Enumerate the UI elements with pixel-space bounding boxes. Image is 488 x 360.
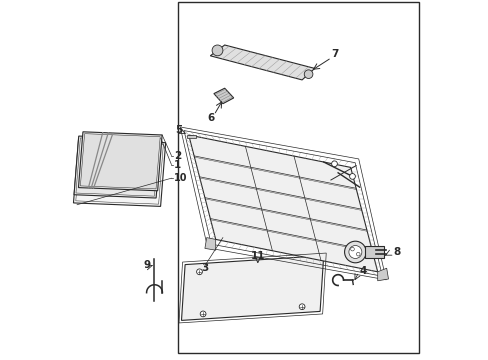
- Bar: [178, 2, 418, 353]
- Polygon shape: [213, 88, 233, 104]
- Text: 8: 8: [392, 247, 400, 257]
- Text: 6: 6: [207, 113, 215, 123]
- Text: 7: 7: [330, 49, 338, 59]
- Circle shape: [331, 161, 337, 167]
- Text: 10: 10: [174, 173, 187, 183]
- Circle shape: [304, 70, 312, 78]
- Circle shape: [212, 45, 223, 56]
- Polygon shape: [377, 268, 387, 281]
- Circle shape: [348, 246, 361, 258]
- Circle shape: [350, 247, 354, 251]
- Text: 3: 3: [201, 263, 208, 273]
- Polygon shape: [78, 132, 162, 191]
- Polygon shape: [186, 135, 195, 138]
- Text: 9: 9: [142, 260, 150, 270]
- Circle shape: [344, 241, 366, 263]
- Polygon shape: [204, 238, 215, 250]
- Text: 2: 2: [174, 150, 181, 161]
- Circle shape: [299, 304, 305, 310]
- Circle shape: [356, 252, 359, 256]
- Polygon shape: [74, 136, 161, 198]
- Text: 4: 4: [359, 266, 366, 276]
- Text: 11: 11: [250, 251, 264, 261]
- Polygon shape: [188, 135, 377, 272]
- Polygon shape: [181, 256, 323, 320]
- Circle shape: [196, 269, 202, 275]
- Text: 1: 1: [174, 159, 181, 170]
- Bar: [365, 246, 384, 258]
- Polygon shape: [210, 45, 314, 80]
- Circle shape: [349, 174, 355, 179]
- Circle shape: [200, 311, 205, 317]
- Polygon shape: [73, 139, 165, 206]
- Text: 5: 5: [175, 125, 182, 135]
